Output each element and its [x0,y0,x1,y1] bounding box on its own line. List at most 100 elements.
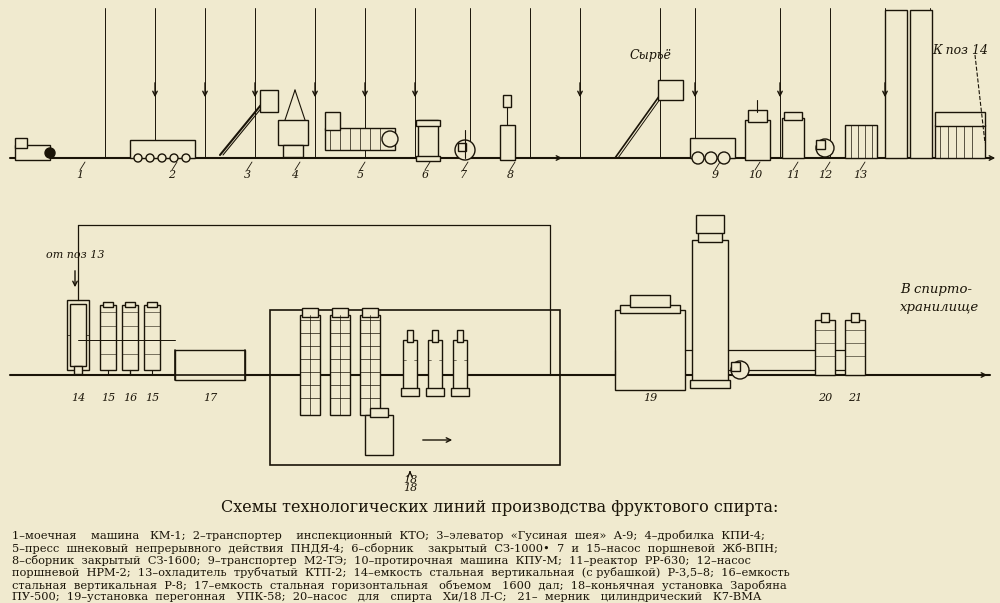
Circle shape [158,154,166,162]
Circle shape [182,154,190,162]
Bar [360,315,380,415]
Text: 2: 2 [168,170,176,180]
Bar [692,240,728,385]
Bar [620,305,680,313]
Bar [696,215,724,233]
Text: 5–пресс  шнековый  непрерывного  действия  ПНДЯ-4;  6–сборник    закрытый  СЗ-10: 5–пресс шнековый непрерывного действия П… [12,543,778,554]
Circle shape [718,152,730,164]
Text: 5: 5 [356,170,364,180]
Bar [748,110,767,122]
Bar [403,340,417,390]
Bar [67,300,89,370]
Text: 6: 6 [421,170,429,180]
Text: К поз 14: К поз 14 [932,43,988,57]
Bar [175,350,245,380]
Circle shape [705,152,717,164]
Bar [401,388,419,396]
Bar [851,313,859,322]
Bar [260,90,278,112]
Bar [615,310,685,390]
Bar [370,408,388,417]
Text: 16: 16 [123,393,137,403]
Bar [144,305,160,370]
Bar [821,313,829,322]
Bar [332,308,348,317]
Bar [451,388,469,396]
Text: 8: 8 [506,170,514,180]
Bar [103,302,113,307]
Bar [130,140,195,158]
Bar [731,362,740,371]
Bar [428,340,442,390]
Bar [910,10,932,158]
Bar [745,120,770,160]
Text: 1–моечная    машина   КМ-1;  2–транспортер    инспекционный  КТО;  3–элеватор  «: 1–моечная машина КМ-1; 2–транспортер инс… [12,530,765,541]
Bar [70,304,86,366]
Text: 21: 21 [848,393,862,403]
Bar [278,120,308,145]
Text: 19: 19 [643,393,657,403]
Text: 10: 10 [748,170,762,180]
Circle shape [170,154,178,162]
Text: Схемы технологических линий производства фруктового спирта:: Схемы технологических линий производства… [221,499,779,517]
Text: 9: 9 [711,170,719,180]
Bar [365,415,393,455]
Bar [426,388,444,396]
Bar [15,138,27,148]
Bar [325,128,395,150]
Bar [503,95,511,107]
Bar [74,366,82,374]
Text: хранилище: хранилище [900,302,979,315]
Text: 1: 1 [76,170,84,180]
Bar [935,125,985,158]
Text: 12: 12 [818,170,832,180]
Text: 17: 17 [203,393,217,403]
Bar [816,140,825,149]
Text: 15: 15 [101,393,115,403]
Bar [283,145,303,157]
Circle shape [45,148,55,158]
Bar [457,330,463,342]
Circle shape [134,154,142,162]
Circle shape [731,361,749,379]
Bar [458,143,466,151]
Bar [125,302,135,307]
Text: Сырьё: Сырьё [629,48,671,62]
Bar [935,112,985,126]
Bar [362,308,378,317]
Bar [270,310,560,465]
Bar [845,320,865,375]
Bar [782,118,804,158]
Bar [815,320,835,375]
Bar [432,330,438,342]
Text: 7: 7 [459,170,467,180]
Bar [845,125,877,158]
Text: 18: 18 [403,475,417,485]
Bar [325,112,340,130]
Text: 15: 15 [145,393,159,403]
Text: 18: 18 [403,483,417,493]
Bar [416,120,440,126]
Bar [690,138,735,158]
Circle shape [146,154,154,162]
Bar [300,315,320,415]
Bar [122,305,138,370]
Bar [885,10,907,158]
Text: 13: 13 [853,170,867,180]
Bar [690,380,730,388]
Bar [418,120,438,160]
Bar [500,125,515,160]
Circle shape [455,140,475,160]
Bar [453,340,467,390]
Text: В спирто-: В спирто- [900,283,972,297]
Text: 3: 3 [243,170,251,180]
Bar [416,156,440,161]
Bar [330,315,350,415]
Bar [147,302,157,307]
Text: 14: 14 [71,393,85,403]
Text: от поз 13: от поз 13 [46,250,104,260]
Circle shape [816,139,834,157]
Circle shape [692,152,704,164]
Text: поршневой  НРМ-2;  13–охладитель  трубчатый  КТП-2;  14–емкость  стальная  верти: поршневой НРМ-2; 13–охладитель трубчатый… [12,567,790,578]
Bar [100,305,116,370]
